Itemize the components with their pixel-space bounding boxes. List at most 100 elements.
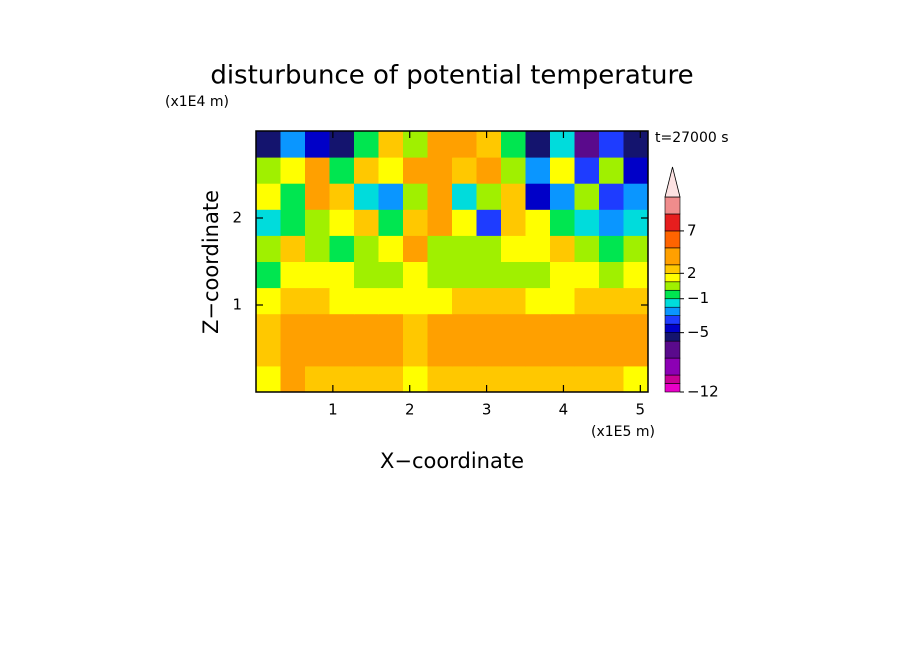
contour-cell: [403, 235, 428, 262]
contour-cell: [501, 365, 526, 393]
contour-cell: [574, 131, 600, 158]
contour-cell: [452, 313, 477, 341]
contour-cell: [305, 313, 330, 341]
contour-cell: [256, 313, 281, 341]
contour-cell: [501, 183, 526, 210]
contour-cell: [525, 131, 551, 158]
contour-cell: [599, 157, 624, 184]
y-tick-label: 1: [232, 296, 242, 314]
contour-cell: [574, 235, 600, 262]
contour-cell: [256, 261, 281, 289]
contour-cell: [403, 365, 428, 393]
contour-cell: [305, 365, 330, 393]
contour-cell: [599, 261, 624, 289]
contour-cell: [452, 183, 477, 210]
contour-cell: [378, 261, 404, 289]
colorbar-tick-label: −12: [687, 383, 719, 401]
contour-cell: [623, 287, 649, 315]
contour-cell: [280, 365, 306, 393]
contour-cell: [525, 339, 551, 367]
contour-cell: [525, 209, 551, 236]
contour-cell: [354, 313, 379, 341]
contour-cell: [354, 261, 379, 289]
contour-cell: [256, 183, 281, 210]
contour-cell: [305, 157, 330, 184]
colorbar-box: [664, 298, 681, 308]
contour-cell: [476, 183, 502, 210]
contour-cell: [476, 313, 502, 341]
contour-cell: [378, 183, 404, 210]
contour-cell: [550, 235, 575, 262]
colorbar-box: [664, 281, 681, 291]
contour-cell: [280, 183, 306, 210]
contour-cell: [403, 183, 428, 210]
colorbar-box: [664, 340, 681, 359]
contour-cell: [623, 339, 649, 367]
contour-cell: [305, 339, 330, 367]
contour-cell: [525, 235, 551, 262]
contour-cell: [280, 339, 306, 367]
contour-cell: [280, 209, 306, 236]
contour-cell: [476, 287, 502, 315]
contour-cell: [280, 287, 306, 315]
contour-cell: [476, 209, 502, 236]
contour-cell: [403, 287, 428, 315]
colorbar-box: [664, 264, 681, 274]
contour-cell: [280, 313, 306, 341]
contour-cell: [378, 131, 404, 158]
contour-cell: [574, 287, 600, 315]
contour-cell: [599, 287, 624, 315]
contour-cell: [427, 235, 453, 262]
contour-cell: [574, 261, 600, 289]
contour-cell: [574, 339, 600, 367]
y-unit: (x1E4 m): [165, 94, 229, 110]
contour-cell: [354, 287, 379, 315]
contour-cell: [354, 209, 379, 236]
contour-cell: [476, 235, 502, 262]
chart-title: disturbunce of potential temperature: [210, 61, 693, 91]
contour-cell: [378, 157, 404, 184]
contour-cell: [501, 313, 526, 341]
contour-cell: [280, 235, 306, 262]
contour-cell: [329, 313, 355, 341]
contour-cell: [256, 235, 281, 262]
contour-cell: [452, 157, 477, 184]
contour-cell: [427, 131, 453, 158]
contour-cell: [329, 131, 355, 158]
contour-cell: [476, 157, 502, 184]
contour-cell: [280, 157, 306, 184]
contour-cell: [403, 157, 428, 184]
contour-cell: [305, 183, 330, 210]
contour-cell: [599, 209, 624, 236]
contour-cell: [476, 339, 502, 367]
contour-cell: [501, 235, 526, 262]
contour-cell: [427, 365, 453, 393]
plot-frame: [255, 130, 649, 393]
colorbar-extension: [664, 166, 681, 198]
contour-cell: [525, 261, 551, 289]
contour-cell: [476, 261, 502, 289]
contour-cell: [599, 313, 624, 341]
x-tick-label: 2: [405, 401, 415, 419]
contour-cell: [550, 339, 575, 367]
contour-cell: [354, 365, 379, 393]
x-tick-label: 5: [636, 401, 646, 419]
colorbar-box: [664, 196, 681, 215]
contour-cell: [501, 209, 526, 236]
contour-cell: [501, 131, 526, 158]
contour-cell: [452, 261, 477, 289]
contour-cell: [378, 365, 404, 393]
contour-cell: [623, 365, 649, 393]
contour-cell: [378, 287, 404, 315]
contour-cell: [256, 287, 281, 315]
contour-cell: [501, 339, 526, 367]
contour-cell: [550, 131, 575, 158]
annotation: t=27000 s: [655, 130, 729, 146]
contour-cell: [550, 183, 575, 210]
contour-cell: [599, 339, 624, 367]
colorbar-box: [664, 306, 681, 316]
contour-cell: [427, 261, 453, 289]
contour-cell: [550, 209, 575, 236]
contour-cell: [354, 235, 379, 262]
